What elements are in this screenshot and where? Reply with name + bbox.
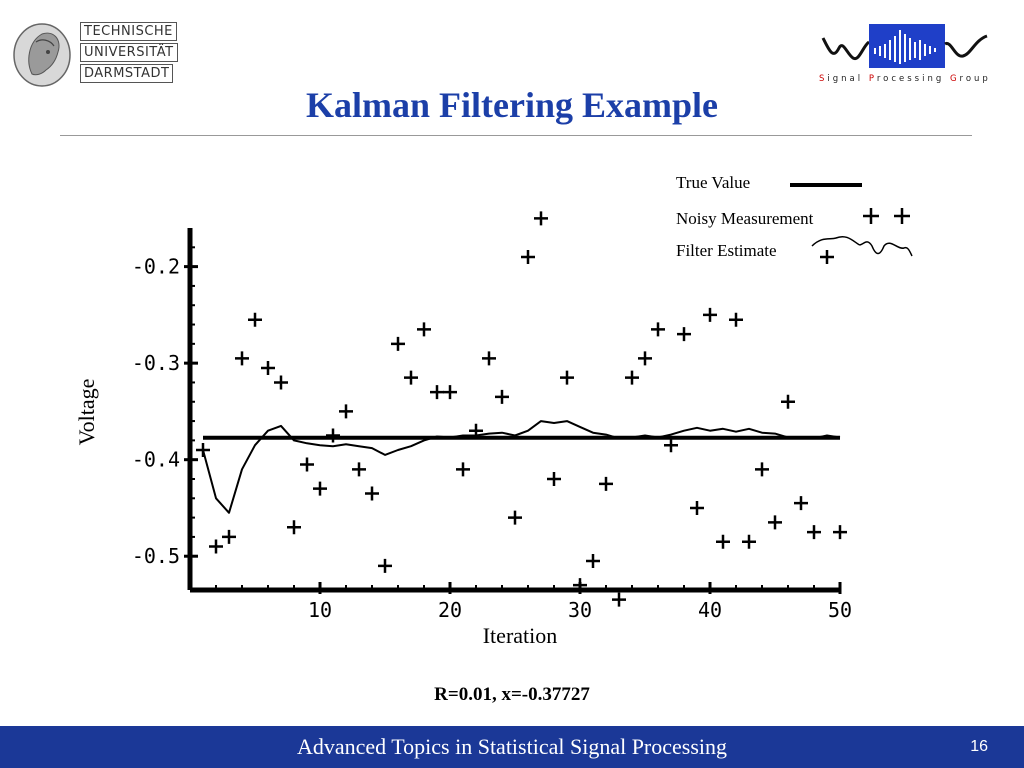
measurement-point xyxy=(547,471,561,486)
page-number: 16 xyxy=(970,738,988,755)
measurement-point xyxy=(677,327,691,342)
measurement-point xyxy=(482,351,496,366)
measurement-point xyxy=(222,529,236,544)
measurement-point xyxy=(508,510,522,525)
legend-filter-estimate-swatch xyxy=(811,235,913,257)
measurement-point xyxy=(274,375,288,390)
measurement-point xyxy=(352,462,366,477)
measurement-point xyxy=(300,457,314,472)
measurement-point xyxy=(521,249,535,264)
chart-axes: -0.2 -0.3 -0.4 -0.5 10 20 30 40 50 Iteration Volta… xyxy=(74,228,852,648)
measurement-point xyxy=(560,370,574,385)
university-line-2: UNIVERSITÄT xyxy=(80,43,178,62)
footer-bar: Advanced Topics in Statistical Signal Pr… xyxy=(0,726,1024,768)
chart-legend: True Value Noisy Measurement Filter Estima… xyxy=(676,173,913,260)
measurement-point xyxy=(690,500,704,515)
measurement-point xyxy=(716,534,730,549)
measurement-point xyxy=(456,462,470,477)
group-name: Signal Processing Group xyxy=(819,74,991,84)
university-line-1: TECHNISCHE xyxy=(80,22,177,41)
measurement-point xyxy=(209,539,223,554)
measurement-point xyxy=(703,307,717,322)
legend-label: Noisy Measurement xyxy=(676,209,814,228)
x-tick-label: 30 xyxy=(568,598,592,622)
measurement-point xyxy=(742,534,756,549)
x-tick-label: 10 xyxy=(308,598,332,622)
measurement-point xyxy=(612,592,626,607)
measurement-point xyxy=(820,249,834,264)
chart-plot-area xyxy=(196,211,847,607)
measurement-point xyxy=(391,336,405,351)
measurement-point xyxy=(586,554,600,569)
x-tick-label: 40 xyxy=(698,598,722,622)
filter-estimate-line xyxy=(202,420,841,514)
measurement-point xyxy=(664,438,678,453)
athena-seal-icon xyxy=(13,23,71,87)
measurement-point xyxy=(651,322,665,337)
signal-processing-group-logo: Signal Processing Group xyxy=(815,18,995,93)
legend-measurement-swatch xyxy=(894,208,910,224)
y-tick-label: -0.3 xyxy=(132,351,180,375)
y-tick-label: -0.2 xyxy=(132,255,180,279)
measurement-point xyxy=(248,312,262,327)
measurement-point xyxy=(625,370,639,385)
measurement-point xyxy=(638,351,652,366)
university-line-3: DARMSTADT xyxy=(80,64,174,83)
measurement-point xyxy=(833,525,847,540)
slide-title: Kalman Filtering Example xyxy=(306,85,718,125)
measurement-point xyxy=(755,462,769,477)
legend-label: Filter Estimate xyxy=(676,241,777,260)
measurement-point xyxy=(729,312,743,327)
x-tick-label: 20 xyxy=(438,598,462,622)
legend-label: True Value xyxy=(676,173,750,192)
x-axis-label: Iteration xyxy=(483,623,558,648)
tu-darmstadt-logo: TECHNISCHE UNIVERSITÄT DARMSTADT xyxy=(12,22,180,90)
measurement-point xyxy=(417,322,431,337)
measurement-point xyxy=(599,476,613,491)
y-axis-label: Voltage xyxy=(74,379,99,446)
measurement-point xyxy=(313,481,327,496)
y-tick-label: -0.4 xyxy=(132,448,180,472)
title-divider xyxy=(60,135,972,136)
measurement-point xyxy=(235,351,249,366)
legend-measurement-swatch xyxy=(863,208,879,224)
measurement-point xyxy=(378,558,392,573)
measurement-point xyxy=(768,515,782,530)
x-tick-label: 50 xyxy=(828,598,852,622)
measurement-point xyxy=(404,370,418,385)
measurement-point xyxy=(794,496,808,511)
measurement-point xyxy=(807,525,821,540)
measurement-point xyxy=(443,385,457,400)
measurement-point xyxy=(573,578,587,593)
measurement-point xyxy=(261,360,275,375)
course-title: Advanced Topics in Statistical Signal Pr… xyxy=(296,734,728,759)
measurement-point xyxy=(430,385,444,400)
measurement-point xyxy=(495,389,509,404)
waveform-logo-icon xyxy=(821,24,988,68)
y-tick-label: -0.5 xyxy=(132,544,180,568)
measurement-point xyxy=(365,486,379,501)
measurement-point xyxy=(326,428,340,443)
kalman-chart: True Value Noisy Measurement Filter Estima… xyxy=(74,173,913,648)
measurement-point xyxy=(287,520,301,535)
university-name: TECHNISCHE UNIVERSITÄT DARMSTADT xyxy=(80,22,180,85)
measurement-point xyxy=(339,404,353,419)
measurement-point xyxy=(534,211,548,226)
parameter-caption: R=0.01, x=-0.37727 xyxy=(434,684,590,705)
measurement-point xyxy=(781,394,795,409)
